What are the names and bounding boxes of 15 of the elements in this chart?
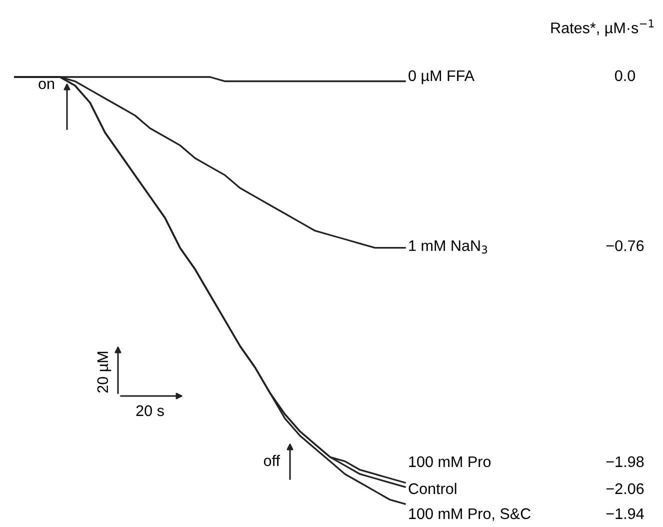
annotation: off [264,454,280,466]
text: 0.0 [614,70,636,82]
annotation: 20 s [136,405,164,416]
text: Rates*, µM·s$^{−1}$ [551,20,654,36]
series-label: 0 µM FFA [408,70,474,84]
series-label: Control [408,482,456,494]
series-label: 100 mM Pro, S&C [409,508,531,521]
series-label: 1 mM NaN$_{3}$ [409,240,488,254]
text: −0.76 [606,240,644,252]
text: −1.98 [606,456,644,468]
annotation: 20 µM [97,352,112,393]
annotation: on [38,80,54,90]
text: −1.94 [606,508,644,520]
series-label: 100 mM Pro [409,456,491,468]
text: −2.06 [606,483,644,494]
